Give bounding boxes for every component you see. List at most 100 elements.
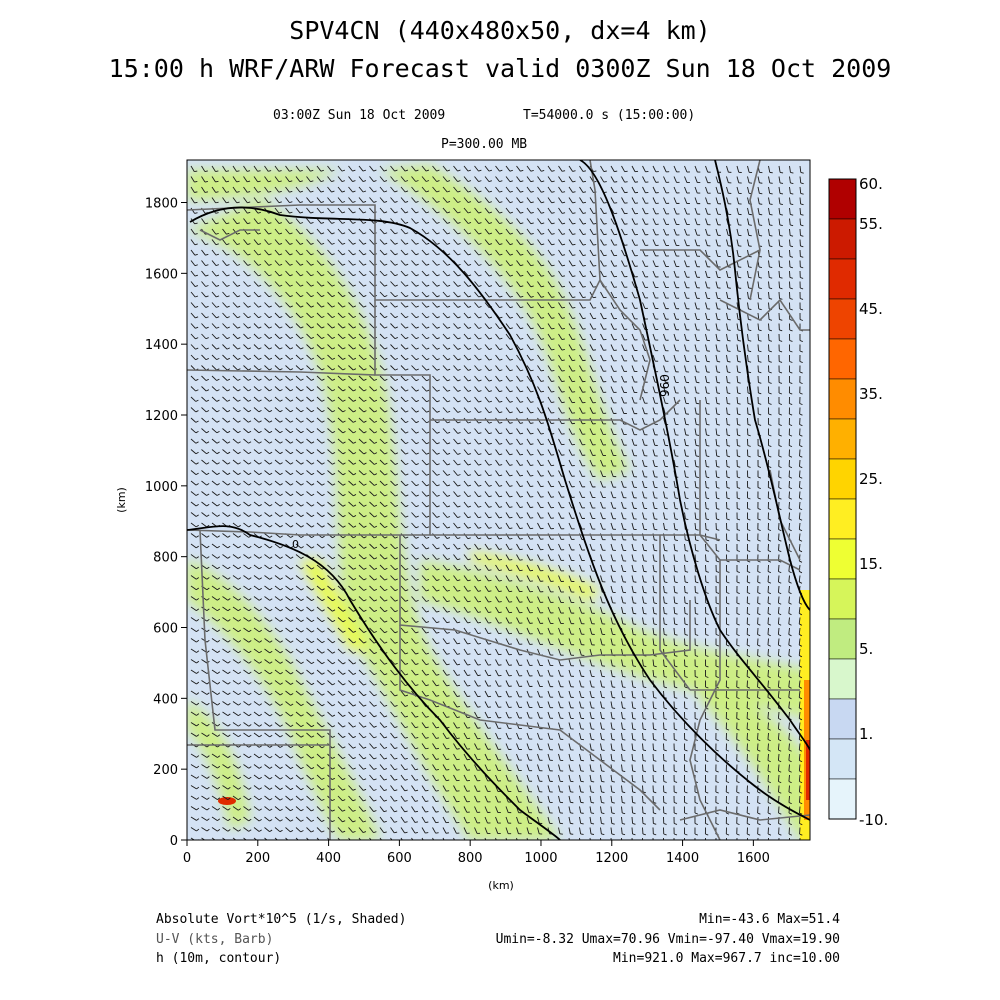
wind-barb xyxy=(715,333,718,341)
wind-barb-flag xyxy=(236,211,240,214)
wind-barb xyxy=(285,302,291,308)
wind-barb xyxy=(778,186,781,194)
wind-barb-flag xyxy=(582,191,587,193)
wind-barb xyxy=(621,323,625,330)
wind-barb xyxy=(222,270,228,277)
wind-barb xyxy=(526,386,531,393)
wind-barb xyxy=(568,365,573,372)
wind-barb xyxy=(768,228,770,236)
wind-barb-flag xyxy=(342,315,346,319)
wind-barb-flag xyxy=(225,180,230,183)
wind-barb xyxy=(558,302,563,309)
wind-barb-flag xyxy=(498,558,502,561)
wind-barb-flag xyxy=(664,570,668,573)
wind-barb xyxy=(232,375,239,381)
wind-barb xyxy=(495,291,500,298)
wind-barb xyxy=(537,344,542,351)
wind-barb-flag xyxy=(279,263,283,266)
wind-barb-flag xyxy=(311,368,315,371)
wind-barb xyxy=(432,228,438,235)
wind-barb xyxy=(390,365,396,371)
wind-barb xyxy=(295,312,301,318)
wind-barb-flag xyxy=(405,284,409,287)
wind-barb-flag xyxy=(363,211,367,214)
wind-barb xyxy=(526,365,532,372)
wind-barb xyxy=(316,281,322,287)
wind-barb-flag xyxy=(405,389,409,392)
wind-barb xyxy=(798,491,801,499)
wind-barb xyxy=(547,260,553,267)
wind-barb xyxy=(390,281,396,287)
wind-barb-flag xyxy=(269,368,273,371)
wind-barb-flag xyxy=(499,295,503,298)
wind-barb-flag xyxy=(530,475,534,477)
wind-barb-flag xyxy=(779,329,783,332)
wind-barb-flag xyxy=(758,329,762,332)
wind-barb-flag xyxy=(226,284,230,287)
wind-barb xyxy=(400,228,406,235)
wind-barb xyxy=(421,176,427,182)
wind-barb-flag xyxy=(258,336,262,340)
wind-barb-flag xyxy=(257,201,261,204)
wind-barb xyxy=(348,386,354,392)
wind-barb xyxy=(211,312,217,319)
wind-barb-flag xyxy=(278,170,282,172)
wind-barb-flag xyxy=(404,169,409,172)
wind-barb xyxy=(190,344,196,350)
wind-barb-flag xyxy=(488,379,493,382)
wind-barb xyxy=(243,165,248,172)
wind-barb-flag xyxy=(341,190,346,193)
wind-barb xyxy=(201,365,207,371)
wind-barb-flag xyxy=(206,399,210,402)
wind-barb xyxy=(327,239,333,245)
wind-barb xyxy=(621,228,625,235)
wind-barb-flag xyxy=(436,337,440,340)
wind-barb-flag xyxy=(478,190,482,193)
wind-barb-flag xyxy=(278,222,283,224)
wind-barb xyxy=(736,344,739,352)
wind-barb xyxy=(274,260,280,266)
wind-barb xyxy=(421,344,427,350)
wind-barb xyxy=(778,197,781,204)
wind-barb xyxy=(211,197,217,204)
wind-barb xyxy=(526,375,532,382)
wind-barb xyxy=(705,197,708,204)
wind-barb xyxy=(537,186,542,193)
wind-barb xyxy=(610,239,615,246)
wind-barb-flag xyxy=(603,244,607,246)
wind-barb-flag xyxy=(551,359,555,361)
wind-barb-flag xyxy=(488,222,493,224)
wind-barb xyxy=(589,228,594,235)
wind-barb-flag xyxy=(236,222,240,225)
wind-barb-flag xyxy=(520,348,524,351)
wind-barb-flag xyxy=(384,211,388,214)
wind-barb xyxy=(757,302,760,310)
wind-barb xyxy=(190,396,197,402)
wind-barb xyxy=(516,375,521,382)
wind-barb xyxy=(621,354,625,362)
wind-barb-flag xyxy=(541,170,545,172)
wind-barb xyxy=(369,354,375,360)
wind-barb-flag xyxy=(415,379,419,382)
wind-barb xyxy=(411,176,416,182)
wind-barb-flag xyxy=(530,485,534,488)
wind-barb-flag xyxy=(426,232,430,235)
wind-barb-flag xyxy=(331,336,336,339)
wind-barb xyxy=(736,207,739,215)
wind-barb-flag xyxy=(561,327,565,330)
wind-barb-flag xyxy=(279,347,283,350)
wind-barb xyxy=(715,323,718,330)
wind-barb xyxy=(568,270,573,277)
wind-barb xyxy=(222,396,228,402)
wind-barb xyxy=(463,186,469,193)
wind-barb-flag xyxy=(436,358,440,361)
wind-barb-flag xyxy=(582,201,587,204)
wind-barb-flag xyxy=(467,211,472,214)
wind-barb xyxy=(547,270,553,277)
wind-barb-flag xyxy=(664,581,668,583)
wind-barb-flag xyxy=(299,169,303,172)
wind-barb-flag xyxy=(247,191,251,193)
wind-barb xyxy=(306,333,312,339)
wind-barb-flag xyxy=(204,170,208,172)
wind-barb xyxy=(316,323,322,329)
